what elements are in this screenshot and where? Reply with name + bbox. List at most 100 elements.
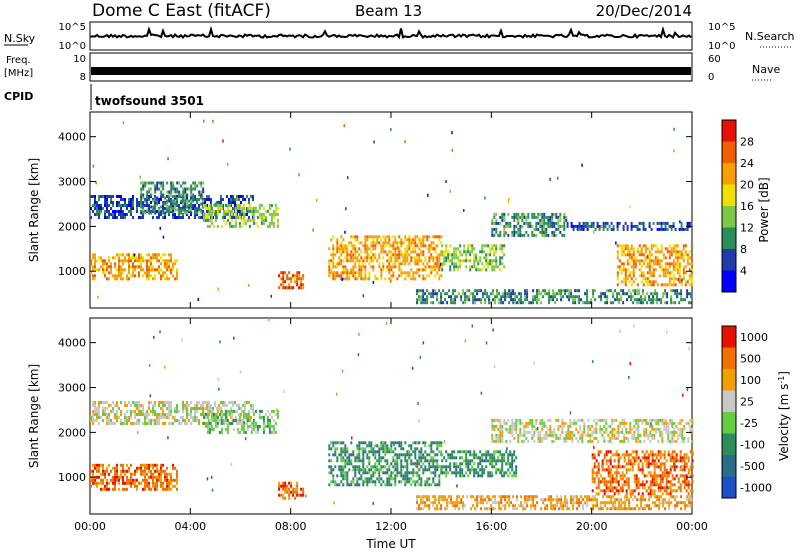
echo-cell (648, 295, 651, 299)
echo-cell (445, 250, 448, 254)
echo-cell (202, 190, 205, 194)
echo-cell (583, 421, 586, 425)
echo-cell (148, 208, 151, 212)
echo-cell (450, 301, 453, 305)
echo-cell (396, 277, 399, 281)
echo-cell (114, 256, 116, 260)
echo-cell (622, 262, 625, 266)
echo-cell (128, 401, 130, 404)
echo-cell (643, 459, 646, 463)
echo-cell (638, 221, 641, 225)
echo-cell (332, 235, 335, 239)
echo-cell (527, 221, 530, 225)
echo-cell (226, 206, 229, 210)
echo-cell (459, 465, 462, 469)
echo-cell (609, 456, 612, 460)
echo-cell (420, 459, 423, 463)
echo-cell (298, 274, 301, 278)
echo-cell (370, 265, 373, 269)
echo-cell (126, 404, 128, 407)
echo-cell (166, 481, 168, 485)
echo-cell (380, 238, 383, 242)
echo-cell (662, 253, 665, 257)
echo-cell (116, 268, 118, 272)
echo-cell (543, 224, 546, 228)
echo-cell (659, 465, 662, 469)
echo-cell (240, 213, 242, 216)
echo-cell (471, 247, 474, 251)
echo-cell (623, 433, 626, 437)
echo-cell (148, 419, 150, 422)
echo-cell (342, 259, 345, 263)
echo-cell (156, 268, 158, 272)
echo-cell (164, 416, 166, 419)
echo-cell (491, 265, 494, 269)
echo-cell (675, 459, 678, 463)
echo-cell (190, 205, 193, 209)
echo-cell (597, 439, 600, 443)
echo-cell (590, 224, 593, 228)
echo-cell (104, 472, 106, 476)
echo-cell (652, 271, 655, 275)
echo-cell (368, 271, 371, 275)
echo-cell (664, 271, 667, 275)
echo-cell (140, 253, 142, 257)
echo-cell (465, 462, 468, 466)
echo-cell (346, 462, 349, 466)
echo-cell (671, 450, 674, 454)
echo-cell (416, 271, 419, 275)
echo-cell (599, 424, 602, 428)
echo-cell (462, 292, 465, 296)
echo-cell (479, 259, 482, 263)
echo-cell (601, 480, 604, 484)
echo-cell (638, 292, 641, 296)
echo-cell (441, 459, 444, 463)
echo-cell (515, 471, 518, 475)
echo-cell (96, 210, 98, 213)
echo-cell (690, 277, 693, 281)
echo-cell (679, 421, 682, 425)
echo-cell (451, 453, 454, 457)
echo-cell (182, 416, 184, 419)
y-tick-label: 4000 (58, 131, 86, 144)
echo-cell (549, 424, 552, 428)
echo-cell (472, 295, 475, 299)
echo-cell (493, 227, 496, 231)
echo-cell (382, 268, 385, 272)
echo-cell (286, 274, 289, 278)
echo-cell (670, 298, 673, 302)
echo-cell (669, 456, 672, 460)
echo-cell (156, 487, 158, 491)
echo-cell (659, 456, 662, 460)
echo-cell (471, 265, 474, 269)
echo-cell (400, 471, 403, 475)
echo-cell (676, 262, 679, 266)
echo-cell (214, 215, 217, 219)
echo-cell (479, 468, 482, 472)
echo-cell (426, 262, 429, 266)
echo-cell (551, 439, 554, 443)
echo-cell (172, 478, 174, 482)
echo-cell (146, 262, 148, 266)
echo-cell (174, 262, 176, 266)
echo-cell (517, 215, 520, 219)
echo-cell (514, 301, 517, 305)
echo-cell (342, 268, 345, 272)
echo-cell (670, 250, 673, 254)
echo-cell (609, 430, 612, 434)
colorbar-tick-label: 12 (740, 222, 754, 235)
echo-cell (632, 265, 635, 269)
echo-cell (346, 477, 349, 481)
echo-cell (637, 468, 640, 472)
echo-cell (150, 419, 152, 422)
echo-cell (544, 289, 547, 293)
echo-cell (232, 418, 235, 422)
echo-cell (130, 256, 132, 260)
echo-cell (595, 421, 598, 425)
echo-cell (384, 235, 387, 239)
echo-cell (428, 462, 431, 466)
echo-cell (208, 401, 210, 404)
echo-cell (400, 453, 403, 457)
echo-cell (166, 181, 169, 185)
echo-cell (483, 265, 486, 269)
